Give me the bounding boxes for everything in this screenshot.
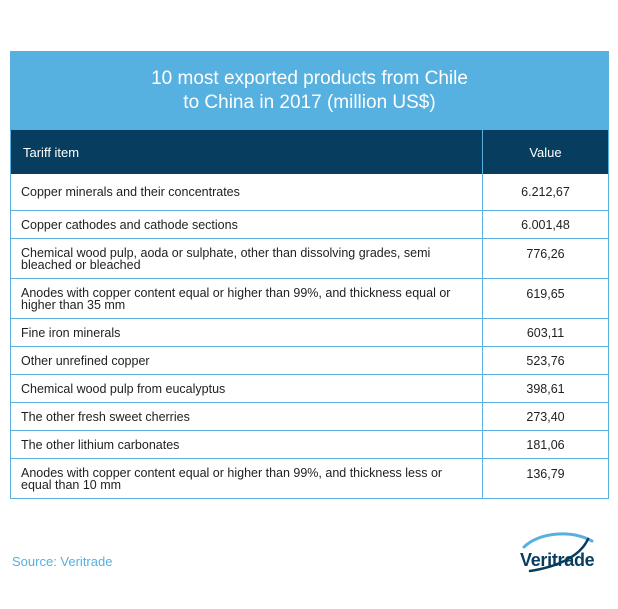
exports-table: 10 most exported products from Chile to …	[10, 51, 609, 499]
table-title: 10 most exported products from Chile to …	[11, 52, 608, 130]
row-item: The other lithium carbonates	[11, 431, 483, 458]
logo-wordmark: Veritrade	[520, 550, 595, 570]
table-row: The other fresh sweet cherries 273,40	[11, 402, 608, 430]
row-item: The other fresh sweet cherries	[11, 403, 483, 430]
table-row: Other unrefined copper 523,76	[11, 346, 608, 374]
table-row: Copper cathodes and cathode sections 6.0…	[11, 210, 608, 238]
row-value: 619,65	[526, 287, 565, 301]
row-value: 523,76	[526, 353, 565, 368]
row-item: Other unrefined copper	[11, 347, 483, 374]
table-row: The other lithium carbonates 181,06	[11, 430, 608, 458]
header-value: Value	[529, 144, 562, 160]
row-value: 6.212,67	[521, 185, 570, 199]
veritrade-logo-icon	[522, 532, 594, 573]
table-row: Fine iron minerals 603,11	[11, 318, 608, 346]
row-value: 273,40	[526, 409, 565, 424]
header-tariff-item: Tariff item	[11, 130, 483, 174]
row-item: Copper minerals and their concentrates	[11, 174, 483, 210]
table-row: Anodes with copper content equal or high…	[11, 458, 608, 498]
row-value: 603,11	[526, 325, 565, 340]
table-row: Anodes with copper content equal or high…	[11, 278, 608, 318]
table-row: Copper minerals and their concentrates 6…	[11, 174, 608, 210]
row-item: Anodes with copper content equal or high…	[11, 279, 483, 318]
row-value: 181,06	[526, 437, 565, 452]
row-value: 6.001,48	[521, 217, 570, 232]
row-item: Copper cathodes and cathode sections	[11, 211, 483, 238]
row-value: 136,79	[526, 467, 565, 481]
table-header-row: Tariff item Value	[11, 130, 608, 174]
row-value: 776,26	[526, 247, 565, 261]
table-row: Chemical wood pulp from eucalyptus 398,6…	[11, 374, 608, 402]
title-line-2: to China in 2017 (million US$)	[183, 92, 436, 113]
source-note: Source: Veritrade	[12, 554, 113, 569]
row-item: Fine iron minerals	[11, 319, 483, 346]
row-item: Chemical wood pulp from eucalyptus	[11, 375, 483, 402]
row-value: 398,61	[526, 381, 565, 396]
row-item: Chemical wood pulp, aoda or sulphate, ot…	[11, 239, 483, 278]
row-item: Anodes with copper content equal or high…	[11, 459, 483, 498]
title-line-1: 10 most exported products from Chile	[151, 68, 468, 89]
table-row: Chemical wood pulp, aoda or sulphate, ot…	[11, 238, 608, 278]
